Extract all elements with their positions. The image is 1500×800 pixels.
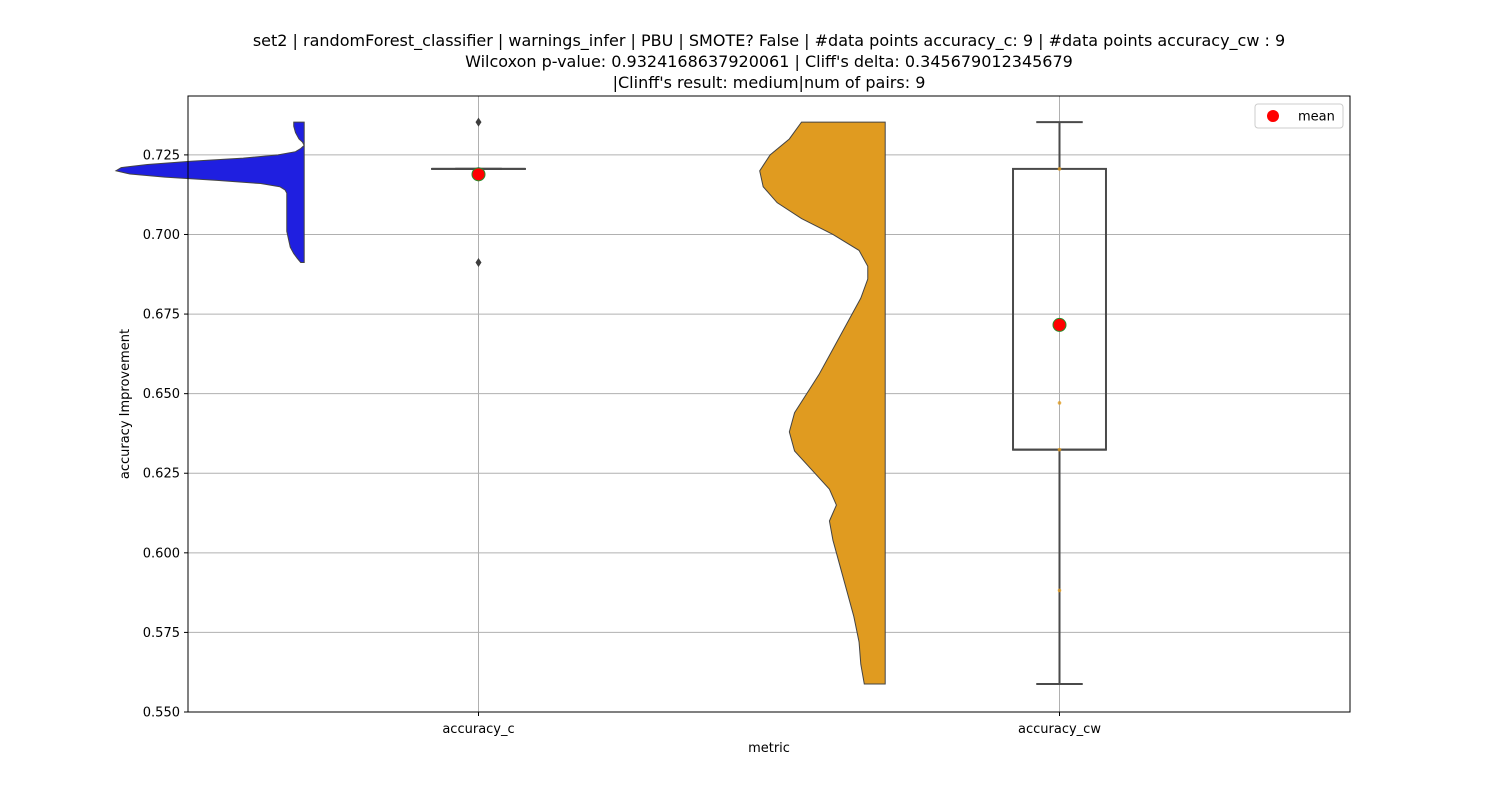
violin-accuracy_c <box>114 121 305 263</box>
x-tick-label: accuracy_c <box>442 722 514 737</box>
title-line-3: |Clinff's result: medium|num of pairs: 9 <box>613 73 926 92</box>
mean-marker-accuracy_cw <box>1052 317 1067 332</box>
legend-mean-marker <box>1267 110 1279 122</box>
legend-mean-label: mean <box>1298 110 1335 125</box>
data-point-accuracy_cw <box>1057 401 1062 405</box>
data-point-accuracy_cw <box>1057 588 1062 593</box>
title-line-1: set2 | randomForest_classifier | warning… <box>253 31 1285 51</box>
y-axis-label: accuracy Improvement <box>118 329 133 479</box>
violin-accuracy_cw <box>759 121 886 685</box>
legend: mean <box>1254 103 1344 129</box>
chart-title: set2 | randomForest_classifier | warning… <box>253 31 1285 92</box>
y-tick-label: 0.550 <box>143 706 180 721</box>
plot-area-frame <box>187 95 1351 713</box>
title-line-2: Wilcoxon p-value: 0.9324168637920061 | C… <box>465 52 1073 71</box>
x-axis-label: metric <box>748 741 790 756</box>
tick-layer: 0.550 0.575 0.600 0.625 0.650 0.675 0.700 0.725… <box>143 148 1102 737</box>
y-tick-label: 0.575 <box>143 626 180 641</box>
y-tick-label: 0.600 <box>143 546 180 561</box>
y-tick-label: 0.725 <box>143 148 180 163</box>
y-tick-label: 0.625 <box>143 467 180 482</box>
data-point-accuracy_cw <box>1057 447 1062 452</box>
data-point-accuracy_cw <box>1057 167 1062 171</box>
legend-box <box>1254 103 1344 129</box>
violin-layer <box>114 121 886 685</box>
outlier-accuracy_c <box>475 117 482 127</box>
y-tick-label: 0.650 <box>143 387 180 402</box>
outlier-accuracy_c <box>475 257 482 267</box>
box-layer <box>431 117 1107 685</box>
x-tick-label: accuracy_cw <box>1018 722 1101 737</box>
y-tick-label: 0.675 <box>143 308 180 323</box>
y-tick-label: 0.700 <box>143 228 180 243</box>
mean-marker-accuracy_c <box>471 167 486 182</box>
